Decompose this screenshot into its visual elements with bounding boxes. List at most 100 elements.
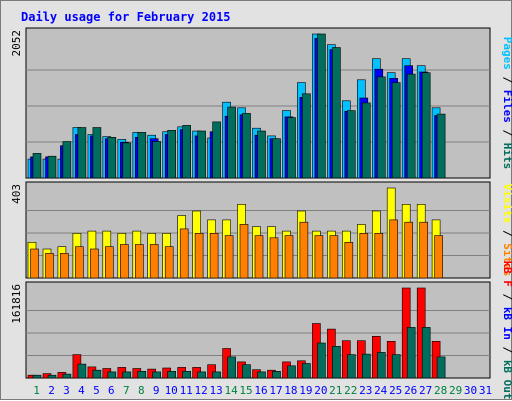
bar-visits-sites-day-23 xyxy=(359,233,369,279)
bar-visits-sites-day-28 xyxy=(434,235,443,279)
bar-visits-sites-day-16 xyxy=(254,235,264,279)
ymax-label-visits: 403 xyxy=(10,184,23,204)
bar-visits-sites-day-26 xyxy=(404,221,414,279)
bar-visits-sites-day-18 xyxy=(284,235,294,279)
bar-hits-pages-day-7 xyxy=(122,142,132,179)
day-label-16: 16 xyxy=(254,384,267,397)
bar-visits-sites-day-27 xyxy=(419,221,429,279)
bar-visits-sites-day-24 xyxy=(374,233,384,279)
day-label-24: 24 xyxy=(374,384,388,397)
day-label-2: 2 xyxy=(48,384,55,397)
day-label-18: 18 xyxy=(284,384,297,397)
bar-visits-sites-day-2 xyxy=(45,253,54,279)
bar-visits-sites-day-7 xyxy=(120,244,129,279)
bar-visits-sites-day-21 xyxy=(329,235,339,279)
bar-visits-sites-day-9 xyxy=(149,244,159,279)
bar-hits-pages-day-12 xyxy=(197,130,206,179)
bar-kbytes-kb-out-day-10 xyxy=(167,370,176,379)
legend-kbytes-legend: kB F / kB In / kB Out xyxy=(501,260,512,399)
bar-hits-pages-day-1 xyxy=(32,153,42,179)
bar-hits-pages-day-10 xyxy=(167,130,176,179)
bar-kbytes-kb-out-day-19 xyxy=(302,363,311,379)
bar-visits-sites-day-19 xyxy=(299,221,309,279)
bar-visits-sites-day-20 xyxy=(314,235,324,279)
bar-kbytes-kb-out-day-17 xyxy=(272,370,281,379)
day-label-27: 27 xyxy=(419,384,432,397)
day-label-29: 29 xyxy=(449,384,462,397)
legend-kbytes-legend-part: kB Out xyxy=(501,360,512,400)
ymax-label-kbytes: 161816 xyxy=(10,284,23,324)
legend-hits-legend-part: / xyxy=(501,70,512,90)
bar-hits-pages-day-24 xyxy=(376,76,386,179)
bar-kbytes-kb-out-day-28 xyxy=(436,356,446,379)
bar-hits-pages-day-15 xyxy=(242,113,251,179)
bar-kbytes-kb-out-day-15 xyxy=(242,364,251,379)
bar-kbytes-kb-out-day-13 xyxy=(212,371,221,379)
bar-hits-pages-day-4 xyxy=(77,127,87,179)
bar-kbytes-kb-out-day-5 xyxy=(92,369,102,379)
bar-hits-pages-day-2 xyxy=(47,155,57,179)
bar-hits-pages-day-13 xyxy=(212,121,221,179)
bar-kbytes-kb-out-day-24 xyxy=(376,352,386,379)
day-label-20: 20 xyxy=(314,384,327,397)
bar-visits-sites-day-22 xyxy=(344,242,354,279)
day-label-26: 26 xyxy=(404,384,417,397)
bar-kbytes-kb-out-day-26 xyxy=(406,327,416,379)
day-label-9: 9 xyxy=(153,384,160,397)
bar-kbytes-kb-out-day-23 xyxy=(361,353,371,379)
day-label-17: 17 xyxy=(269,384,282,397)
bar-visits-sites-day-13 xyxy=(209,233,219,279)
day-label-31: 31 xyxy=(479,384,492,397)
bar-hits-pages-day-11 xyxy=(182,125,191,179)
bar-kbytes-kb-f-day-13 xyxy=(207,364,216,379)
bar-kbytes-kb-out-day-11 xyxy=(182,370,191,379)
legend-hits-legend: Pages / Files / Hits xyxy=(501,37,512,170)
day-label-30: 30 xyxy=(464,384,477,397)
bar-hits-pages-day-6 xyxy=(107,137,117,179)
bar-kbytes-kb-out-day-9 xyxy=(152,371,161,379)
bar-visits-sites-day-4 xyxy=(75,246,84,279)
day-label-5: 5 xyxy=(93,384,100,397)
bar-hits-pages-day-23 xyxy=(361,102,371,179)
bar-hits-pages-day-8 xyxy=(137,132,147,179)
bar-visits-sites-day-25 xyxy=(389,219,399,279)
bar-visits-sites-day-11 xyxy=(179,228,189,279)
legend-visits-legend: Visits / Sites xyxy=(501,184,512,277)
legend-hits-legend-part: Files xyxy=(501,90,512,123)
bar-kbytes-kb-out-day-18 xyxy=(287,365,296,379)
day-label-13: 13 xyxy=(209,384,222,397)
day-label-14: 14 xyxy=(224,384,238,397)
day-label-21: 21 xyxy=(329,384,342,397)
day-label-23: 23 xyxy=(359,384,372,397)
bar-visits-sites-day-15 xyxy=(239,224,249,279)
bar-kbytes-kb-out-day-7 xyxy=(122,371,132,379)
bar-visits-sites-day-3 xyxy=(60,253,69,279)
legend-kbytes-legend-part: / xyxy=(501,287,512,307)
day-label-11: 11 xyxy=(180,384,193,397)
bar-hits-pages-day-19 xyxy=(302,93,311,179)
day-label-3: 3 xyxy=(63,384,70,397)
day-label-7: 7 xyxy=(123,384,130,397)
day-label-28: 28 xyxy=(434,384,447,397)
bar-visits-sites-day-12 xyxy=(194,233,204,279)
bar-kbytes-kb-out-day-16 xyxy=(257,371,266,379)
day-label-19: 19 xyxy=(299,384,312,397)
bar-visits-sites-day-17 xyxy=(269,237,279,279)
legend-kbytes-legend-part: kB In xyxy=(501,307,512,340)
day-label-10: 10 xyxy=(165,384,178,397)
bar-hits-pages-day-9 xyxy=(152,141,161,179)
bar-hits-pages-day-26 xyxy=(406,73,416,179)
bar-kbytes-kb-out-day-4 xyxy=(77,363,87,379)
bar-kbytes-kb-out-day-6 xyxy=(107,371,117,379)
day-label-22: 22 xyxy=(344,384,357,397)
bar-visits-sites-day-1 xyxy=(30,248,39,279)
legend-kbytes-legend-part: kB F xyxy=(501,260,512,287)
bar-hits-pages-day-16 xyxy=(257,130,266,179)
bar-kbytes-kb-out-day-27 xyxy=(421,327,431,379)
day-label-4: 4 xyxy=(78,384,85,397)
bar-hits-pages-day-5 xyxy=(92,127,102,179)
bar-hits-pages-day-17 xyxy=(272,138,281,179)
bar-hits-pages-day-3 xyxy=(62,141,72,179)
day-label-15: 15 xyxy=(239,384,252,397)
